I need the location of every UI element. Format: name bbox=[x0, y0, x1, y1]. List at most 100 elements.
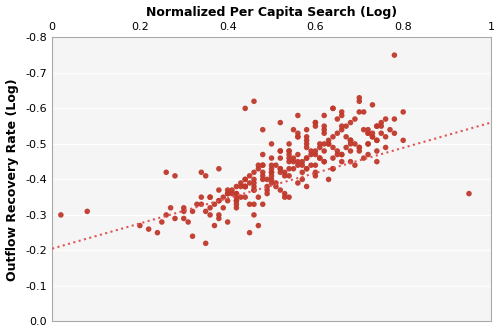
Point bbox=[276, 166, 284, 171]
Point bbox=[206, 212, 214, 217]
Point bbox=[206, 194, 214, 200]
Point bbox=[259, 173, 267, 178]
Point bbox=[312, 173, 320, 178]
Point bbox=[302, 127, 310, 132]
Point bbox=[329, 106, 337, 111]
Point bbox=[320, 159, 328, 164]
Point bbox=[202, 241, 209, 246]
Point bbox=[210, 223, 218, 228]
Point bbox=[254, 194, 262, 200]
Point bbox=[302, 156, 310, 161]
Point bbox=[280, 191, 288, 196]
Point bbox=[268, 169, 276, 175]
Point bbox=[346, 138, 354, 143]
Point bbox=[276, 187, 284, 193]
Point bbox=[210, 201, 218, 207]
Point bbox=[254, 163, 262, 168]
Point bbox=[360, 127, 368, 132]
Point bbox=[250, 184, 258, 189]
Point bbox=[259, 127, 267, 132]
Point bbox=[215, 212, 223, 217]
Point bbox=[338, 152, 345, 157]
Point bbox=[346, 120, 354, 125]
Point bbox=[338, 124, 345, 129]
Point bbox=[377, 131, 385, 136]
Point bbox=[180, 216, 188, 221]
Point bbox=[364, 127, 372, 132]
Point bbox=[360, 156, 368, 161]
Point bbox=[312, 163, 320, 168]
Point bbox=[246, 180, 254, 185]
Point bbox=[351, 116, 359, 122]
Point bbox=[294, 163, 302, 168]
Point bbox=[302, 184, 310, 189]
Point bbox=[290, 159, 298, 164]
Point bbox=[302, 145, 310, 150]
Point bbox=[188, 233, 196, 239]
Point bbox=[83, 209, 91, 214]
Point bbox=[338, 159, 345, 164]
Point bbox=[338, 109, 345, 115]
Point bbox=[276, 166, 284, 171]
Point bbox=[316, 141, 324, 147]
Point bbox=[246, 230, 254, 235]
Point bbox=[356, 109, 364, 115]
Point bbox=[272, 180, 280, 185]
Point bbox=[259, 163, 267, 168]
Point bbox=[198, 194, 205, 200]
Point bbox=[228, 187, 236, 193]
Point bbox=[232, 191, 240, 196]
Point bbox=[276, 148, 284, 154]
Point bbox=[276, 169, 284, 175]
Point bbox=[302, 166, 310, 171]
Point bbox=[241, 177, 249, 182]
Point bbox=[320, 159, 328, 164]
Point bbox=[373, 148, 381, 154]
Point bbox=[276, 156, 284, 161]
Point bbox=[232, 198, 240, 203]
Point bbox=[324, 177, 332, 182]
Point bbox=[263, 177, 271, 182]
Point bbox=[368, 102, 376, 108]
Point bbox=[360, 109, 368, 115]
Point bbox=[220, 194, 228, 200]
Point bbox=[259, 177, 267, 182]
Point bbox=[166, 205, 174, 210]
Point bbox=[320, 141, 328, 147]
Point bbox=[254, 166, 262, 171]
Point bbox=[356, 95, 364, 100]
Point bbox=[215, 198, 223, 203]
Point bbox=[272, 184, 280, 189]
Point bbox=[215, 216, 223, 221]
Point bbox=[334, 148, 342, 154]
Point bbox=[316, 156, 324, 161]
Point bbox=[259, 169, 267, 175]
Point bbox=[276, 148, 284, 154]
Point bbox=[338, 152, 345, 157]
Point bbox=[154, 230, 162, 235]
Point bbox=[320, 113, 328, 118]
Point bbox=[351, 163, 359, 168]
Point bbox=[250, 201, 258, 207]
Point bbox=[316, 145, 324, 150]
Point bbox=[324, 141, 332, 147]
Point bbox=[302, 156, 310, 161]
Point bbox=[338, 113, 345, 118]
Point bbox=[373, 159, 381, 164]
Point bbox=[368, 134, 376, 140]
Point bbox=[399, 138, 407, 143]
Point bbox=[263, 191, 271, 196]
Point bbox=[364, 131, 372, 136]
Point bbox=[268, 169, 276, 175]
Point bbox=[294, 134, 302, 140]
Y-axis label: Outflow Recovery Rate (Log): Outflow Recovery Rate (Log) bbox=[6, 78, 18, 281]
Point bbox=[202, 209, 209, 214]
Point bbox=[290, 127, 298, 132]
Point bbox=[206, 205, 214, 210]
Point bbox=[285, 141, 293, 147]
Point bbox=[312, 152, 320, 157]
Point bbox=[294, 134, 302, 140]
Point bbox=[338, 127, 345, 132]
Point bbox=[307, 152, 315, 157]
Point bbox=[302, 138, 310, 143]
